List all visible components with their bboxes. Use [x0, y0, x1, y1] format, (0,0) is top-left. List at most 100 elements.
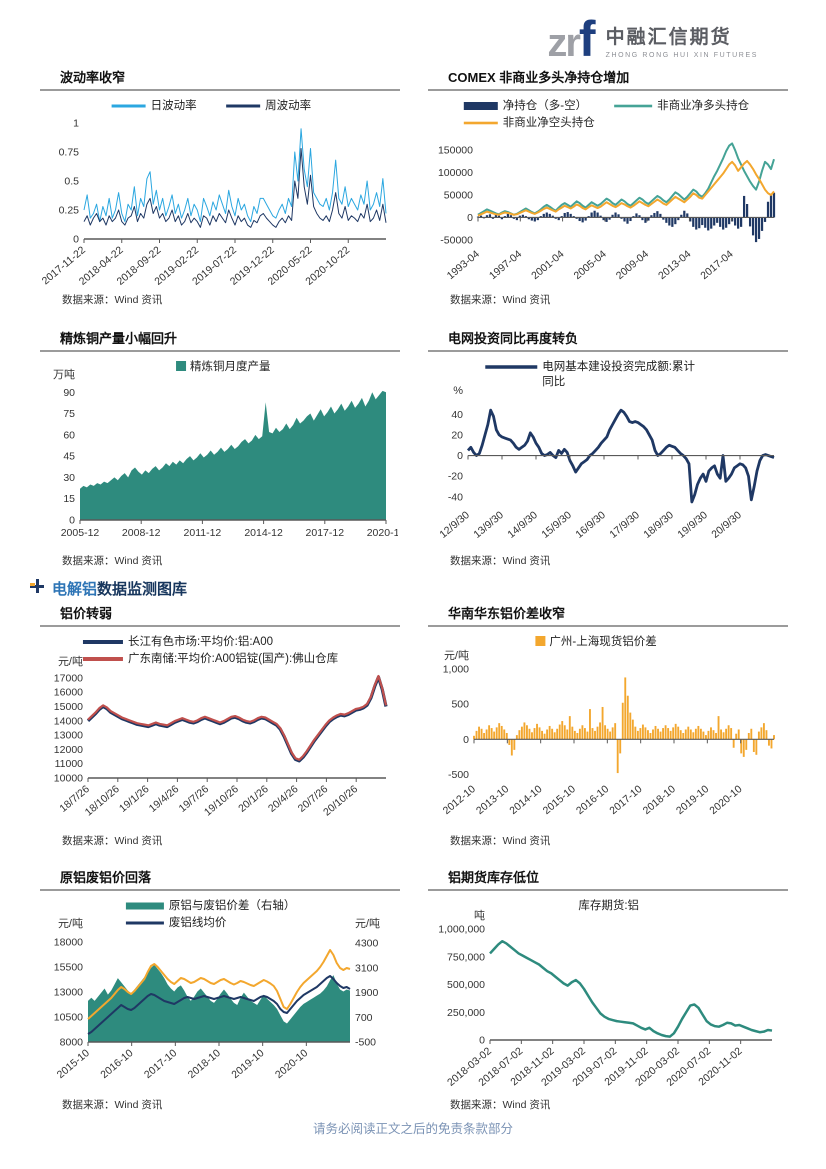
svg-text:0.25: 0.25 — [59, 205, 80, 217]
svg-text:2013-10: 2013-10 — [474, 783, 511, 817]
svg-text:15: 15 — [63, 493, 75, 505]
data-source: 数据来源：Wind 资讯 — [450, 555, 551, 567]
data-source: 数据来源：Wind 资讯 — [450, 1099, 551, 1111]
svg-text:17000: 17000 — [54, 672, 83, 684]
title-rule — [428, 889, 788, 891]
svg-text:周波动率: 周波动率 — [265, 98, 311, 112]
title-rule — [428, 350, 788, 352]
svg-text:-500: -500 — [448, 769, 469, 781]
svg-text:12000: 12000 — [54, 744, 83, 756]
svg-text:250,000: 250,000 — [447, 1007, 485, 1019]
svg-text:0: 0 — [69, 515, 75, 527]
chart-comex-positions: 1993-04 1997-04 2001-04 2005-04 2009-04 2013-… — [438, 98, 776, 282]
chart-scrap-aluminum-price: 2015-10 2016-10 2017-10 2018-10 2019-10 2020-… — [54, 898, 380, 1081]
svg-text:45: 45 — [63, 451, 75, 463]
svg-text:2008-12: 2008-12 — [122, 527, 161, 539]
svg-text:1993-04: 1993-04 — [445, 248, 482, 282]
svg-text:16/9/30: 16/9/30 — [573, 509, 608, 541]
svg-text:20: 20 — [451, 429, 463, 441]
svg-text:广州-上海现货铝价差: 广州-上海现货铝价差 — [549, 634, 656, 648]
svg-text:8000: 8000 — [60, 1037, 84, 1049]
svg-text:19/1/26: 19/1/26 — [117, 783, 152, 815]
chart-cell-copper-output: 精炼铜产量小幅回升 2005-12 2008-12 2011-12 2014-12 20… — [40, 331, 400, 568]
svg-text:精炼铜月度产量: 精炼铜月度产量 — [190, 359, 270, 373]
logo-mark-f: f — [578, 11, 596, 67]
data-source: 数据来源：Wind 资讯 — [450, 835, 551, 847]
svg-text:1997-04: 1997-04 — [487, 248, 524, 282]
svg-text:14000: 14000 — [54, 715, 83, 727]
svg-text:2013-04: 2013-04 — [656, 248, 693, 282]
chart-cell-futures-inventory: 铝期货库存低位 2018-03-02 2018-07-02 2018-11-02 20… — [428, 870, 788, 1112]
data-source: 数据来源：Wind 资讯 — [450, 294, 551, 306]
svg-text:19/9/30: 19/9/30 — [675, 509, 710, 541]
svg-text:2012-10: 2012-10 — [441, 783, 478, 817]
svg-text:1: 1 — [73, 118, 79, 130]
svg-text:0: 0 — [73, 234, 79, 246]
svg-text:20/4/26: 20/4/26 — [266, 783, 301, 815]
logo-mark: zrf — [547, 14, 595, 64]
svg-text:元/吨: 元/吨 — [355, 917, 380, 930]
svg-text:100000: 100000 — [438, 167, 473, 179]
chart-title: 铝价转弱 — [60, 606, 113, 621]
svg-text:2016-10: 2016-10 — [98, 1047, 135, 1081]
svg-text:长江有色市场:平均价:铝:A00: 长江有色市场:平均价:铝:A00 — [128, 634, 273, 648]
chart-cell-volatility: 波动率收窄 2017-11-22 2018-04-22 2018-09-22 2019… — [40, 70, 400, 307]
chart-cell-scrap-aluminum: 原铝废铝价回落 2015-10 2016-10 2017-10 2018-10 2019… — [40, 870, 400, 1112]
chart-title: 原铝废铝价回落 — [60, 870, 152, 885]
svg-text:2014-12: 2014-12 — [244, 527, 283, 539]
svg-text:0.75: 0.75 — [59, 147, 80, 159]
title-rule — [428, 89, 788, 91]
chart-regional-price-spread: 2012-102013-102014-102015-102016-102017-… — [441, 634, 775, 817]
svg-text:广东南储:平均价:A00铝锭(国产):佛山仓库: 广东南储:平均价:A00铝锭(国产):佛山仓库 — [128, 651, 338, 665]
chart-aluminum-price: 18/7/2618/10/2619/1/2619/4/2619/7/2619/1… — [54, 634, 388, 819]
svg-text:4300: 4300 — [355, 938, 379, 950]
svg-text:非商业净多头持仓: 非商业净多头持仓 — [657, 98, 749, 112]
svg-text:原铝与废铝价差（右轴）: 原铝与废铝价差（右轴） — [169, 898, 295, 912]
svg-text:40: 40 — [451, 409, 463, 421]
svg-text:2020-10: 2020-10 — [707, 783, 744, 817]
svg-text:2018-10: 2018-10 — [186, 1047, 223, 1081]
svg-text:18/9/30: 18/9/30 — [641, 509, 676, 541]
svg-text:2014-10: 2014-10 — [507, 783, 544, 817]
svg-text:2009-04: 2009-04 — [614, 248, 651, 282]
svg-text:-50000: -50000 — [440, 234, 473, 246]
svg-text:500: 500 — [451, 699, 469, 711]
data-source: 数据来源：Wind 资讯 — [62, 1099, 163, 1111]
svg-text:20/9/30: 20/9/30 — [709, 509, 744, 541]
section-title-highlight: 电解铝 — [52, 581, 98, 598]
section-bullet-icon — [30, 578, 44, 599]
data-source: 数据来源：Wind 资讯 — [62, 294, 163, 306]
svg-text:2017-10: 2017-10 — [607, 783, 644, 817]
chart-title: 电网投资同比再度转负 — [448, 331, 579, 346]
svg-text:700: 700 — [355, 1012, 373, 1024]
svg-text:吨: 吨 — [474, 909, 485, 922]
svg-text:2019-10: 2019-10 — [229, 1047, 266, 1081]
svg-text:2019-10: 2019-10 — [674, 783, 711, 817]
chart-cell-price-spread: 华南华东铝价差收窄 2012-10 2013-10 2014-10 2015-10 20… — [428, 606, 788, 848]
svg-text:1,000,000: 1,000,000 — [438, 924, 485, 936]
chart-grid-top: 波动率收窄 2017-11-22 2018-04-22 2018-09-22 2019… — [40, 70, 788, 568]
svg-text:500,000: 500,000 — [447, 979, 485, 991]
chart-refined-copper-output: 2005-12 2008-12 2011-12 2014-12 2017-12 2020-… — [53, 359, 398, 539]
svg-text:15500: 15500 — [54, 962, 83, 974]
svg-text:2017-10: 2017-10 — [142, 1047, 179, 1081]
svg-text:12/9/30: 12/9/30 — [437, 509, 472, 541]
chart-cell-comex: COMEX 非商业多头净持仓增加 1993-04 1997-04 2001-04 20… — [428, 70, 788, 307]
svg-text:0: 0 — [463, 734, 469, 746]
title-rule — [40, 889, 400, 891]
company-name-en: ZHONG RONG HUI XIN FUTURES — [605, 52, 758, 59]
chart-grid-bottom: 铝价转弱 18/7/26 18/10/26 19/1/26 19/4/26 19/7/2… — [40, 606, 788, 1112]
company-name-cn: 中融汇信期货 — [605, 27, 732, 48]
svg-text:2017-12: 2017-12 — [306, 527, 345, 539]
svg-text:19/4/26: 19/4/26 — [147, 783, 182, 815]
svg-text:13000: 13000 — [54, 987, 83, 999]
logo-text: 中融汇信期货 ZHONG RONG HUI XIN FUTURES — [606, 14, 758, 59]
svg-text:2005-12: 2005-12 — [61, 527, 100, 539]
svg-text:2018-10: 2018-10 — [641, 783, 678, 817]
svg-text:-20: -20 — [448, 471, 463, 483]
svg-text:-500: -500 — [355, 1037, 376, 1049]
svg-text:1900: 1900 — [355, 987, 379, 999]
title-rule — [40, 89, 400, 91]
svg-text:万吨: 万吨 — [53, 368, 75, 381]
